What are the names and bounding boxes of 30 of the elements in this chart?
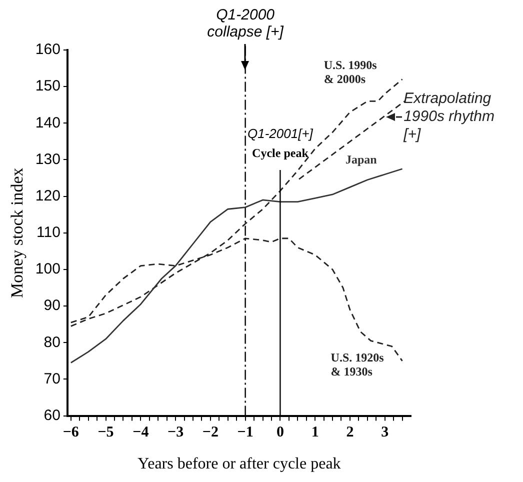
y-tick-label: 140	[35, 114, 60, 132]
x-tick-label: 2	[346, 424, 354, 441]
series-label: U.S. 1990s & 2000s	[324, 58, 378, 86]
x-tick-label: −3	[168, 424, 184, 441]
y-tick-label: 100	[35, 260, 60, 278]
x-tick-label: −1	[237, 424, 254, 441]
x-tick-label: −2	[202, 424, 218, 441]
y-tick-label: 60	[44, 406, 60, 424]
series-label: U.S. 1920s & 1930s	[330, 350, 384, 378]
ref-line-label: Q1-2001[+]	[247, 126, 314, 142]
series-label: Japan	[345, 152, 378, 166]
legend-label: Extrapolating 1990s rhythm [+]	[402, 90, 494, 143]
y-tick-label: 110	[36, 224, 60, 242]
y-tick-label: 120	[35, 187, 60, 204]
x-tick-label: 3	[381, 424, 389, 441]
ref-line-label: Q1-2000 collapse [+]	[207, 6, 284, 41]
y-tick-label: 90	[44, 297, 60, 314]
x-tick-label: −5	[98, 424, 114, 441]
x-axis-title: Years before or after cycle peak	[138, 456, 341, 473]
x-tick-label: 0	[276, 424, 284, 441]
y-tick-label: 80	[44, 334, 60, 351]
y-tick-label: 160	[35, 41, 60, 58]
y-tick-label: 150	[35, 78, 60, 95]
annotation: Cycle peak	[252, 146, 309, 160]
x-tick-label: −6	[62, 424, 80, 441]
y-axis-title: Money stock index	[8, 167, 27, 298]
y-tick-label: 70	[44, 370, 60, 388]
x-tick-label: 1	[311, 424, 319, 441]
y-tick-label: 130	[35, 150, 60, 168]
x-tick-label: −4	[132, 424, 150, 441]
